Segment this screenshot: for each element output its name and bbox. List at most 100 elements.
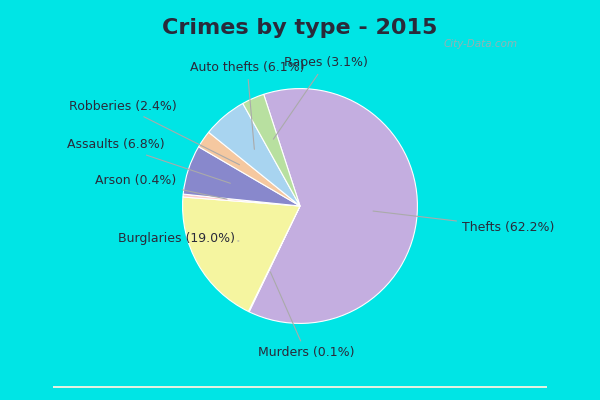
Text: Thefts (62.2%): Thefts (62.2%) — [373, 211, 554, 234]
Bar — [53, 387, 547, 391]
Bar — [53, 390, 547, 394]
Bar — [53, 389, 547, 393]
Wedge shape — [209, 104, 300, 206]
Wedge shape — [182, 197, 300, 312]
Bar — [53, 389, 547, 392]
Bar — [53, 389, 547, 392]
Bar — [53, 386, 547, 390]
Bar — [53, 390, 547, 393]
Bar — [53, 387, 547, 391]
Bar — [53, 390, 547, 393]
Bar — [53, 389, 547, 393]
Bar — [53, 386, 547, 390]
Bar — [53, 389, 547, 392]
Bar — [53, 387, 547, 391]
Text: City-Data.com: City-Data.com — [443, 39, 517, 49]
Bar — [53, 390, 547, 394]
Bar — [53, 388, 547, 392]
Bar — [53, 386, 547, 390]
Bar — [53, 390, 547, 394]
Bar — [53, 387, 547, 390]
Bar — [53, 389, 547, 393]
Bar — [53, 387, 547, 391]
Bar — [53, 387, 547, 391]
Bar — [53, 390, 547, 394]
Bar — [53, 388, 547, 391]
Bar — [53, 388, 547, 392]
Bar — [53, 388, 547, 392]
Bar — [53, 388, 547, 392]
Bar — [53, 388, 547, 392]
Text: Assaults (6.8%): Assaults (6.8%) — [67, 138, 230, 183]
Text: Arson (0.4%): Arson (0.4%) — [95, 174, 227, 199]
Bar — [53, 390, 547, 394]
Bar — [53, 390, 547, 394]
Bar — [53, 388, 547, 391]
Bar — [53, 388, 547, 392]
Bar — [53, 389, 547, 393]
Bar — [53, 389, 547, 392]
Wedge shape — [243, 94, 300, 206]
Bar — [53, 387, 547, 391]
Bar — [53, 387, 547, 390]
Text: Crimes by type - 2015: Crimes by type - 2015 — [163, 18, 437, 38]
Bar — [53, 389, 547, 393]
Bar — [53, 388, 547, 392]
Bar — [53, 386, 547, 390]
Bar — [53, 388, 547, 392]
Bar — [53, 388, 547, 392]
Bar — [53, 387, 547, 391]
Bar — [53, 389, 547, 393]
Bar — [53, 388, 547, 392]
Bar — [53, 389, 547, 393]
Bar — [53, 389, 547, 393]
Bar — [53, 388, 547, 392]
Bar — [53, 388, 547, 392]
Bar — [53, 389, 547, 393]
Bar — [53, 387, 547, 391]
Bar — [53, 387, 547, 391]
Bar — [53, 387, 547, 390]
Wedge shape — [183, 194, 300, 206]
Bar — [53, 389, 547, 393]
Bar — [53, 389, 547, 392]
Bar — [53, 388, 547, 392]
Wedge shape — [183, 147, 300, 206]
Bar — [53, 388, 547, 392]
Bar — [53, 390, 547, 394]
Bar — [53, 390, 547, 393]
Bar — [53, 387, 547, 390]
Bar — [53, 387, 547, 391]
Bar — [53, 388, 547, 391]
Bar — [53, 388, 547, 392]
Text: Auto thefts (6.1%): Auto thefts (6.1%) — [190, 61, 304, 149]
Bar — [53, 390, 547, 394]
Wedge shape — [248, 206, 300, 312]
Bar — [53, 389, 547, 393]
Bar — [53, 387, 547, 390]
Bar — [53, 388, 547, 391]
Bar — [53, 388, 547, 392]
Bar — [53, 387, 547, 391]
Bar — [53, 388, 547, 392]
Bar — [53, 388, 547, 391]
Bar — [53, 388, 547, 391]
Bar — [53, 389, 547, 393]
Bar — [53, 389, 547, 392]
Bar — [53, 387, 547, 391]
Bar — [53, 388, 547, 392]
Bar — [53, 390, 547, 394]
Bar — [53, 388, 547, 392]
Bar — [53, 387, 547, 391]
Bar — [53, 390, 547, 393]
Wedge shape — [249, 88, 418, 324]
Bar — [53, 386, 547, 390]
Bar — [53, 390, 547, 393]
Bar — [53, 388, 547, 392]
Bar — [53, 388, 547, 392]
Bar — [53, 390, 547, 394]
Bar — [53, 390, 547, 394]
Text: Rapes (3.1%): Rapes (3.1%) — [274, 56, 368, 139]
Bar — [53, 387, 547, 390]
Bar — [53, 387, 547, 391]
